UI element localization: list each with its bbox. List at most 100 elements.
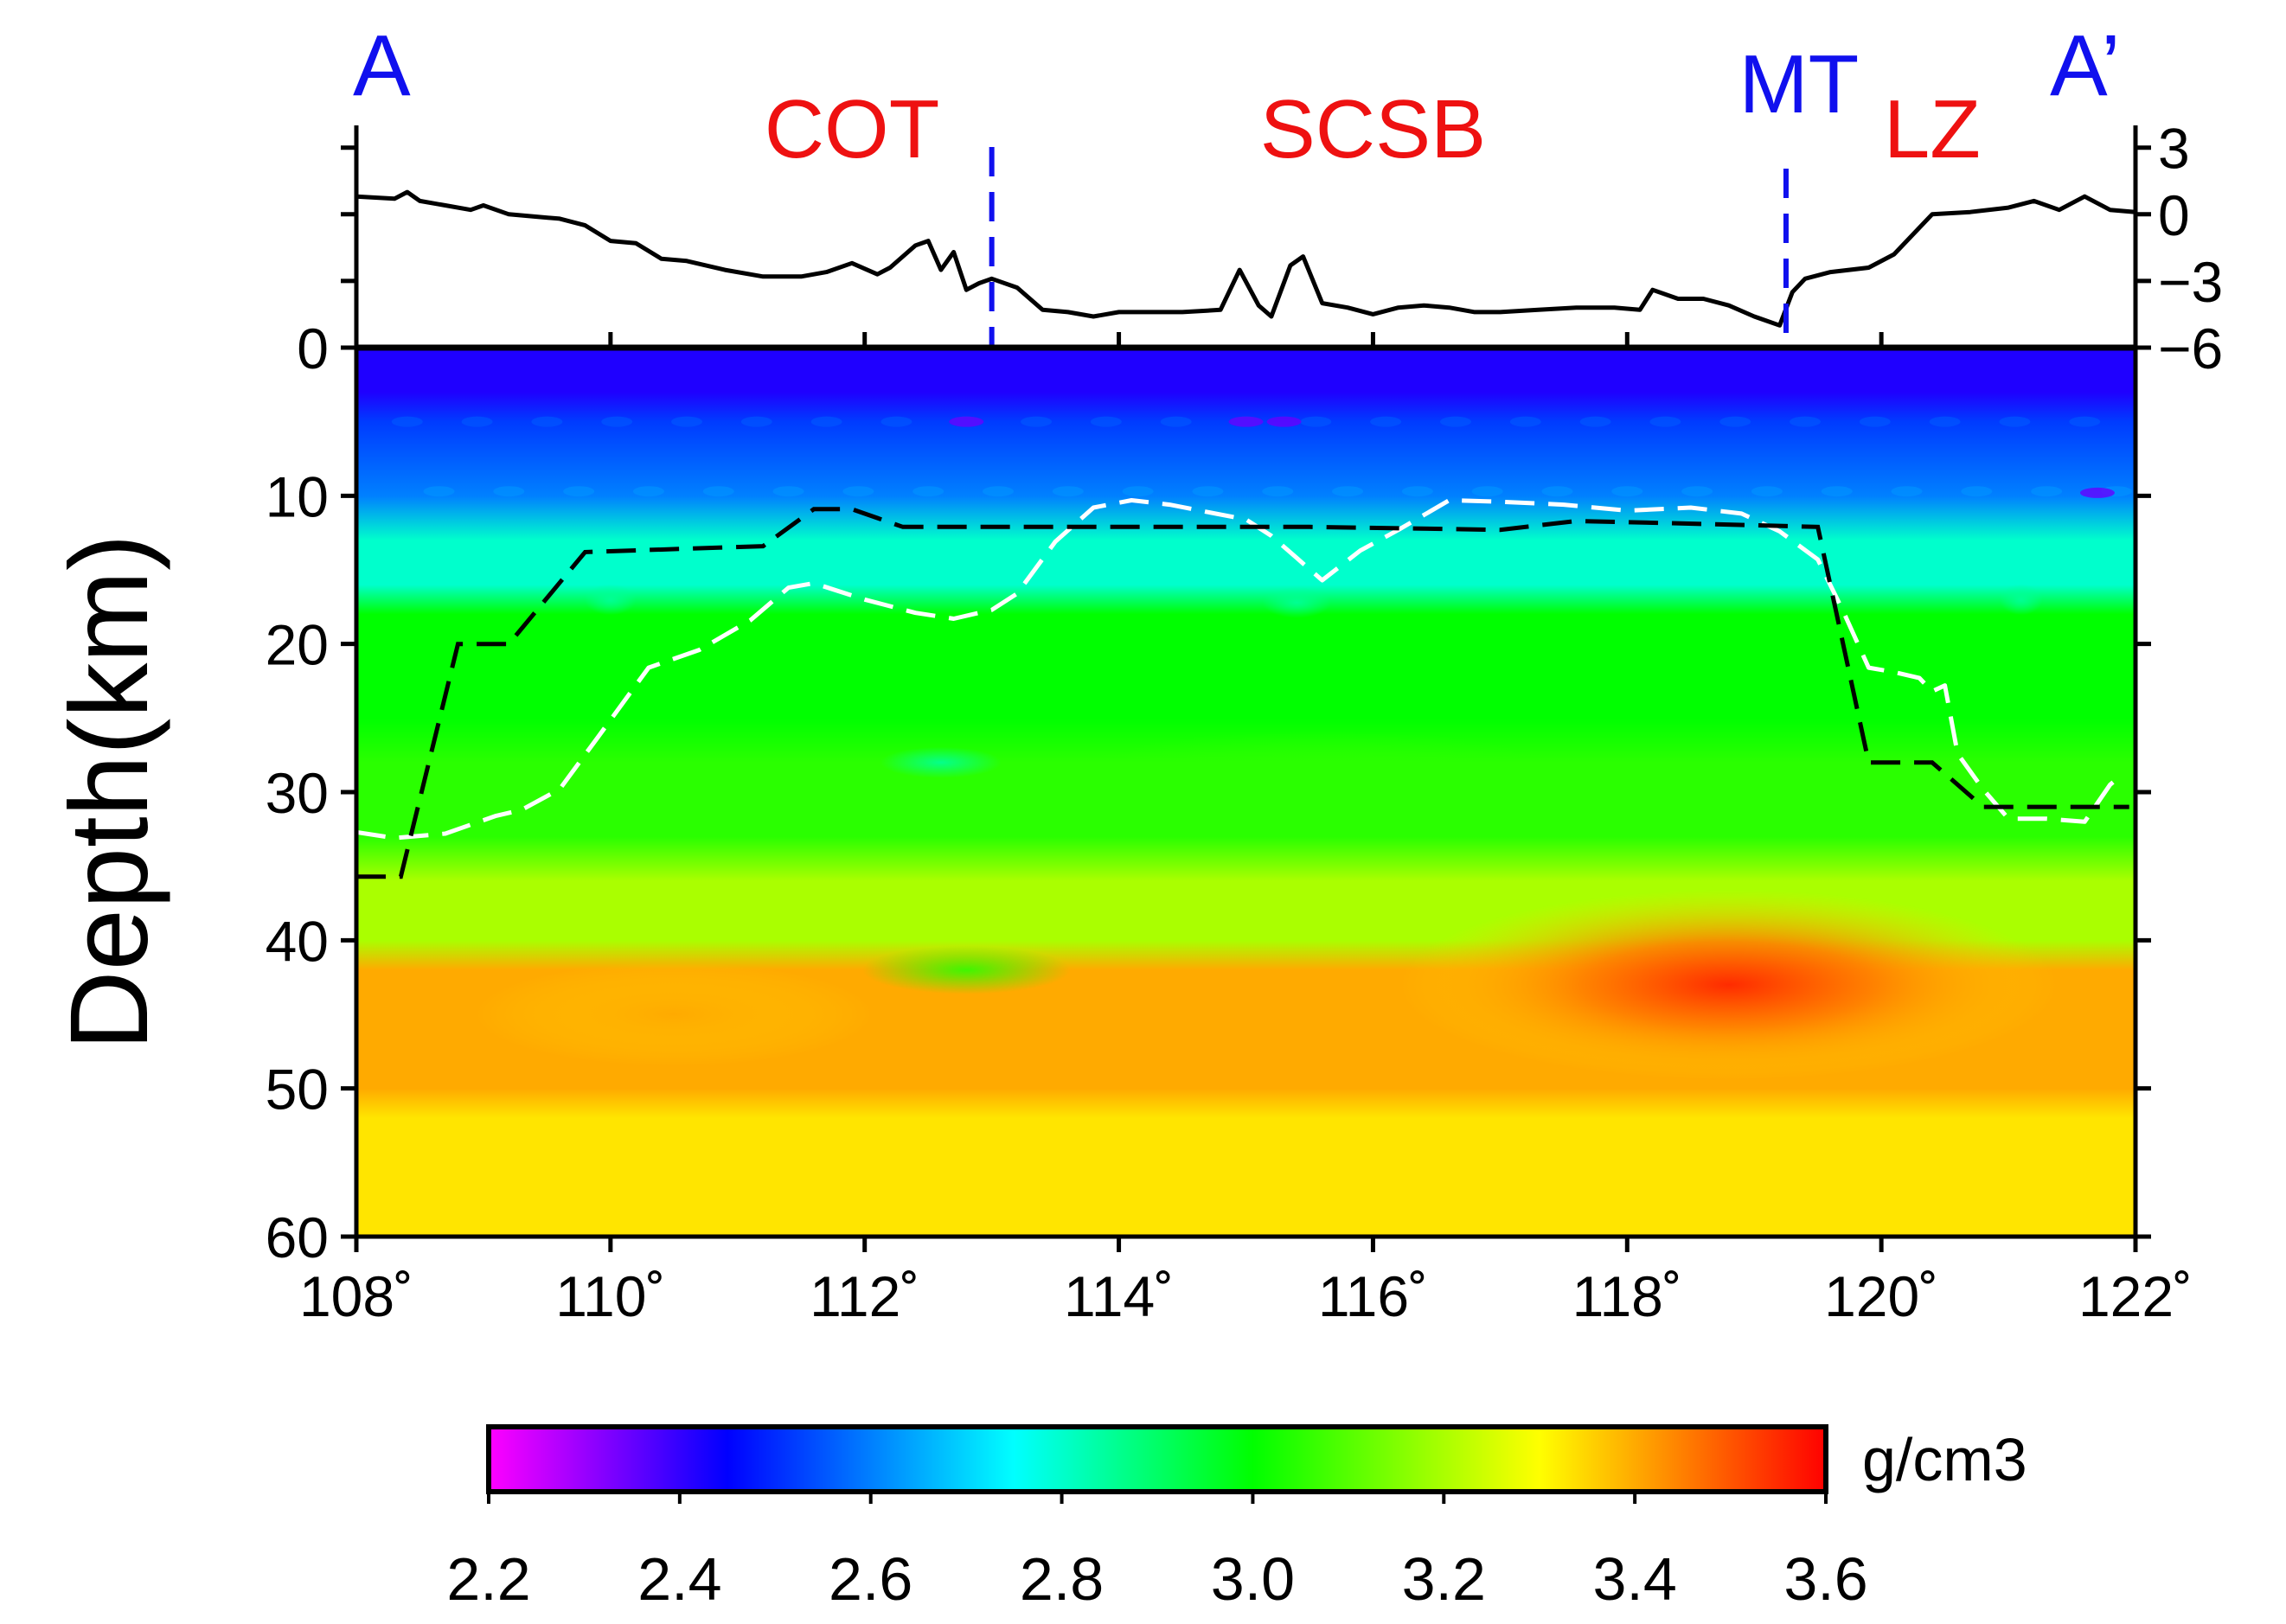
density-lens-mid bbox=[1079, 731, 1565, 809]
density-speckle bbox=[772, 486, 804, 497]
depth-tick-label: 40 bbox=[266, 909, 329, 973]
density-speckle bbox=[740, 416, 772, 427]
density-speckle bbox=[1370, 416, 1402, 427]
density-speckle bbox=[1332, 486, 1364, 497]
density-speckle bbox=[982, 486, 1014, 497]
lon-tick-label: 122˚ bbox=[2078, 1264, 2193, 1328]
density-speckle bbox=[1789, 416, 1821, 427]
lon-tick-label: 114˚ bbox=[1064, 1264, 1174, 1328]
density-speckle bbox=[391, 416, 423, 427]
density-speckle bbox=[1300, 416, 1332, 427]
density-speckle bbox=[1999, 416, 2031, 427]
density-speckle bbox=[1509, 416, 1541, 427]
density-speckle bbox=[2031, 486, 2063, 497]
density-high-west bbox=[475, 962, 874, 1066]
lon-tick-label: 108˚ bbox=[299, 1264, 413, 1328]
density-speckle bbox=[1929, 416, 1961, 427]
colorbar-bar bbox=[486, 1424, 1828, 1494]
density-speckle bbox=[1471, 486, 1503, 497]
depth-tick-label: 30 bbox=[266, 761, 329, 825]
depth-tick-label: 10 bbox=[266, 464, 329, 528]
density-speckle bbox=[531, 416, 563, 427]
topo-tick-label: −3 bbox=[2158, 250, 2223, 314]
labels: Depth(km) A A’ COT SCSB LZ MT bbox=[48, 17, 2121, 1051]
density-lens-cyan bbox=[1999, 584, 2043, 616]
colorbar-tick-label: 3.2 bbox=[1402, 1545, 1486, 1613]
density-speckle bbox=[1052, 486, 1084, 497]
density-speckle bbox=[842, 486, 874, 497]
topography-panel bbox=[355, 189, 2136, 328]
density-speckle bbox=[1262, 486, 1294, 497]
density-speckle bbox=[1192, 486, 1224, 497]
density-speckle bbox=[1090, 416, 1122, 427]
region-label: LZ bbox=[1884, 83, 1981, 176]
colorbar-tick-label: 3.6 bbox=[1783, 1545, 1867, 1613]
profile-end-label: A’ bbox=[2050, 17, 2121, 114]
density-maximum bbox=[1399, 889, 2058, 1080]
lon-tick-label: 120˚ bbox=[1824, 1264, 1938, 1328]
density-speckle bbox=[1859, 416, 1891, 427]
colorbar-tick-label: 2.2 bbox=[446, 1545, 530, 1613]
density-speckle bbox=[1541, 486, 1573, 497]
depth-tick-label: 20 bbox=[266, 613, 329, 677]
density-speckle bbox=[493, 486, 525, 497]
colorbar-unit-label: g/cm3 bbox=[1862, 1426, 2027, 1493]
density-speckle bbox=[1891, 486, 1923, 497]
topo-tick-label: 0 bbox=[2158, 183, 2190, 247]
density-speckle bbox=[702, 486, 734, 497]
density-speckle bbox=[880, 416, 912, 427]
density-speckle-low bbox=[1228, 416, 1264, 427]
topography-line bbox=[355, 189, 2136, 328]
lon-tick-label: 118˚ bbox=[1572, 1264, 1682, 1328]
density-speckle bbox=[1401, 486, 1433, 497]
density-speckle bbox=[1719, 416, 1751, 427]
density-speckle bbox=[423, 486, 455, 497]
density-speckle-low bbox=[2079, 487, 2115, 498]
density-lens-cot bbox=[862, 945, 1071, 994]
density-speckle bbox=[1961, 486, 1993, 497]
moho-model-line bbox=[356, 507, 2129, 879]
density-speckle bbox=[632, 486, 664, 497]
colorbar-tick-label: 2.8 bbox=[1020, 1545, 1104, 1613]
density-speckle bbox=[1649, 416, 1681, 427]
density-speckle bbox=[1579, 416, 1611, 427]
moho-lines bbox=[356, 498, 2129, 879]
lon-tick-label: 116˚ bbox=[1318, 1264, 1428, 1328]
density-speckle bbox=[1021, 416, 1053, 427]
density-field bbox=[356, 348, 2136, 1237]
colorbar-tick-label: 2.6 bbox=[829, 1545, 912, 1613]
density-speckle bbox=[2069, 416, 2101, 427]
colorbar-tick-label: 3.4 bbox=[1592, 1545, 1676, 1613]
density-speckle bbox=[1821, 486, 1853, 497]
density-speckle bbox=[1160, 416, 1192, 427]
density-speckle bbox=[1681, 486, 1713, 497]
boundary-markers bbox=[989, 147, 1789, 348]
lon-tick-label: 110˚ bbox=[555, 1264, 665, 1328]
colorbar-tick-label: 3.0 bbox=[1211, 1545, 1295, 1613]
moho-inversion-line bbox=[356, 498, 2124, 841]
density-speckle-low bbox=[949, 416, 984, 427]
region-label: SCSB bbox=[1260, 83, 1486, 176]
density-speckle bbox=[1611, 486, 1643, 497]
density-speckle bbox=[1751, 486, 1783, 497]
density-speckle bbox=[1122, 486, 1154, 497]
topo-tick-label: 3 bbox=[2158, 117, 2190, 181]
density-speckle bbox=[912, 486, 944, 497]
depth-tick-label: 0 bbox=[297, 316, 329, 380]
depth-tick-label: 50 bbox=[266, 1058, 329, 1122]
y-axis-title: Depth(km) bbox=[48, 534, 171, 1050]
boundary-marker-label: MT bbox=[1739, 38, 1860, 131]
density-speckle bbox=[461, 416, 493, 427]
region-label: COT bbox=[765, 83, 940, 176]
density-speckle bbox=[1439, 416, 1471, 427]
density-speckle-low bbox=[1266, 416, 1302, 427]
density-lens-cyan bbox=[584, 584, 637, 616]
density-speckle bbox=[563, 486, 595, 497]
depth-tick-label: 60 bbox=[266, 1205, 329, 1269]
density-lens-cyan bbox=[880, 746, 1002, 778]
topo-tick-label: −6 bbox=[2158, 316, 2223, 380]
colorbar: 2.2 2.4 2.6 2.8 3.0 3.2 3.4 3.6 g/cm3 bbox=[446, 1424, 2027, 1613]
density-speckle bbox=[810, 416, 842, 427]
density-lens-cyan bbox=[1262, 586, 1332, 618]
